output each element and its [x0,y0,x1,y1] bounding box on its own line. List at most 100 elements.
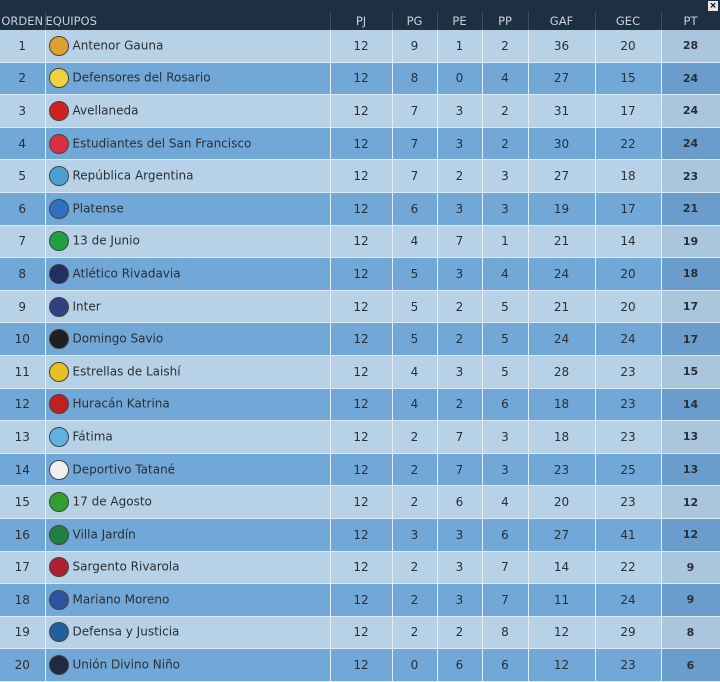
stat-cell: 3 [482,453,529,487]
team-name: Villa Jardín [72,527,136,542]
position: 13 [0,420,46,454]
stat-cell: 20 [595,257,662,291]
stat-cell: 3 [482,192,529,226]
stat-cell: 0 [437,62,483,96]
stat-cell: 29 [595,616,662,650]
points: 17 [661,290,720,324]
team-logo [48,557,69,578]
stat-cell: 36 [528,30,596,63]
stat-cell: 22 [595,127,662,161]
stat-cell: 1 [482,225,529,259]
team-logo [48,622,69,643]
position: 10 [0,322,46,356]
team-name: Avellaneda [72,103,139,118]
stat-cell: 25 [595,453,662,487]
team-cell: 17 de Agosto [45,485,331,519]
stat-cell: 20 [595,30,662,63]
points: 24 [661,94,720,128]
stat-cell: 27 [528,159,596,193]
team-name: Atlético Rivadavia [72,266,181,281]
team-cell: Atlético Rivadavia [45,257,331,291]
table-row: 9 Inter 12 5 2 5 21 20 17 [0,290,720,324]
stat-cell: 2 [392,551,438,585]
team-logo [48,263,69,284]
team-cell: Defensa y Justicia [45,616,331,650]
stat-cell: 7 [482,551,529,585]
position: 12 [0,388,46,422]
points: 24 [661,127,720,161]
position: 19 [0,616,46,650]
stat-cell: 6 [482,518,529,552]
stat-cell: 12 [330,127,393,161]
stat-cell: 2 [392,616,438,650]
stat-cell: 12 [330,30,393,63]
team-name: Sargento Rivarola [72,559,180,574]
points: 15 [661,355,720,389]
stat-cell: 3 [437,257,483,291]
stat-cell: 12 [330,518,393,552]
stat-cell: 6 [437,485,483,519]
stat-cell: 2 [392,453,438,487]
stat-cell: 24 [528,257,596,291]
stat-cell: 3 [437,355,483,389]
position: 11 [0,355,46,389]
stat-cell: 30 [528,127,596,161]
team-logo [48,394,69,415]
column-header: PT [661,12,720,30]
stat-cell: 23 [595,485,662,519]
stat-cell: 7 [437,225,483,259]
stat-cell: 31 [528,94,596,128]
position: 8 [0,257,46,291]
column-header: PE [437,12,483,30]
team-name: Inter [72,299,101,314]
close-button[interactable]: × [708,1,718,11]
position: 3 [0,94,46,128]
stat-cell: 17 [595,94,662,128]
stat-cell: 12 [330,62,393,96]
stat-cell: 15 [595,62,662,96]
team-cell: Domingo Savio [45,322,331,356]
table-row: 15 17 de Agosto 12 2 6 4 20 23 12 [0,485,720,519]
team-name: Mariano Moreno [72,592,170,607]
points: 8 [661,616,720,650]
stat-cell: 3 [437,551,483,585]
stat-cell: 7 [437,420,483,454]
team-name: República Argentina [72,168,194,183]
team-cell: Platense [45,192,331,226]
table-row: 2 Defensores del Rosario 12 8 0 4 27 15 24 [0,62,720,96]
table-row: 12 Huracán Katrina 12 4 2 6 18 23 14 [0,388,720,422]
stat-cell: 12 [528,648,596,682]
table-row: 14 Deportivo Tatané 12 2 7 3 23 25 13 [0,453,720,487]
stat-cell: 12 [330,453,393,487]
stat-cell: 19 [528,192,596,226]
column-header: GEC [595,12,662,30]
team-name: Defensa y Justicia [72,624,180,639]
table-row: 1 Antenor Gauna 12 9 1 2 36 20 28 [0,30,720,63]
team-logo [48,296,69,317]
stat-cell: 7 [392,94,438,128]
stat-cell: 11 [528,583,596,617]
stat-cell: 12 [330,583,393,617]
team-name: Estrellas de Laishí [72,364,181,379]
stat-cell: 12 [528,616,596,650]
stat-cell: 2 [437,616,483,650]
team-name: 13 de Junio [72,233,140,248]
position: 6 [0,192,46,226]
team-cell: Estudiantes del San Francisco [45,127,331,161]
stat-cell: 27 [528,518,596,552]
team-cell: República Argentina [45,159,331,193]
table-row: 13 Fátima 12 2 7 3 18 23 13 [0,420,720,454]
table-row: 5 República Argentina 12 7 2 3 27 18 23 [0,159,720,193]
team-cell: Estrellas de Laishí [45,355,331,389]
stat-cell: 28 [528,355,596,389]
top-bar: × [0,0,720,12]
stat-cell: 12 [330,192,393,226]
table-row: 20 Unión Divino Niño 12 0 6 6 12 23 6 [0,648,720,682]
standings-table: ORDEN EQUIPOS PJ PG PE PP GAF GEC PT 1 Antenor Ga… [0,12,720,682]
stat-cell: 5 [482,355,529,389]
stat-cell: 5 [392,257,438,291]
team-name: Estudiantes del San Francisco [72,136,252,151]
stat-cell: 4 [392,225,438,259]
team-cell: Mariano Moreno [45,583,331,617]
team-name: Deportivo Tatané [72,462,176,477]
